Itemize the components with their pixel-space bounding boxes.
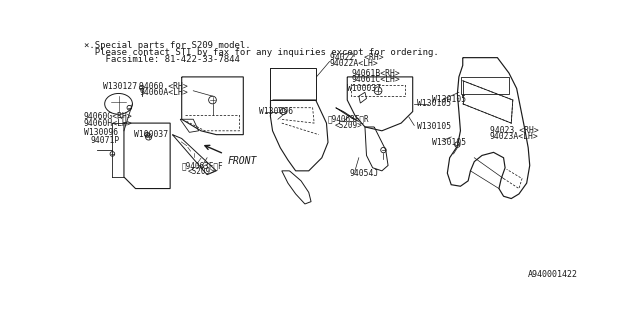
- Text: ※94063F※R: ※94063F※R: [328, 115, 370, 124]
- Text: 94060 <RH>: 94060 <RH>: [140, 82, 188, 91]
- Text: FRONT: FRONT: [228, 156, 257, 166]
- Text: 94060G<RH>: 94060G<RH>: [84, 112, 132, 121]
- Text: 94022  <RH>: 94022 <RH>: [330, 53, 383, 62]
- Text: Facsimile: 81-422-33-7844: Facsimile: 81-422-33-7844: [84, 55, 240, 64]
- Text: W130127: W130127: [103, 82, 138, 91]
- Text: W100037: W100037: [134, 130, 168, 139]
- Text: W100037: W100037: [348, 84, 381, 93]
- Text: W130105: W130105: [417, 99, 451, 108]
- Text: ×.Special parts for S209 model.: ×.Special parts for S209 model.: [84, 42, 250, 51]
- Text: W130096: W130096: [259, 107, 293, 116]
- Text: W130105: W130105: [432, 95, 466, 105]
- Text: 94061B<RH>: 94061B<RH>: [351, 68, 400, 77]
- Text: Please contact STI by fax for any inquiries except for ordering.: Please contact STI by fax for any inquir…: [84, 48, 438, 57]
- Text: <S209>: <S209>: [334, 121, 362, 130]
- Text: W130105: W130105: [417, 123, 451, 132]
- Text: 94023A<LH>: 94023A<LH>: [490, 132, 538, 141]
- Text: A940001422: A940001422: [528, 270, 578, 279]
- Text: W130105: W130105: [432, 138, 466, 147]
- Text: 94022A<LH>: 94022A<LH>: [330, 59, 378, 68]
- Text: 94060A<LH>: 94060A<LH>: [140, 88, 188, 97]
- Text: 94054J: 94054J: [349, 169, 379, 178]
- Text: W130096: W130096: [84, 128, 118, 137]
- Text: 94061C<LH>: 94061C<LH>: [351, 75, 400, 84]
- Text: ※94063F※F: ※94063F※F: [182, 161, 223, 170]
- Text: 94071P: 94071P: [91, 136, 120, 145]
- Text: 94023 <RH>: 94023 <RH>: [490, 126, 538, 135]
- Text: <S209>: <S209>: [188, 167, 216, 176]
- Text: 94060H<LH>: 94060H<LH>: [84, 119, 132, 128]
